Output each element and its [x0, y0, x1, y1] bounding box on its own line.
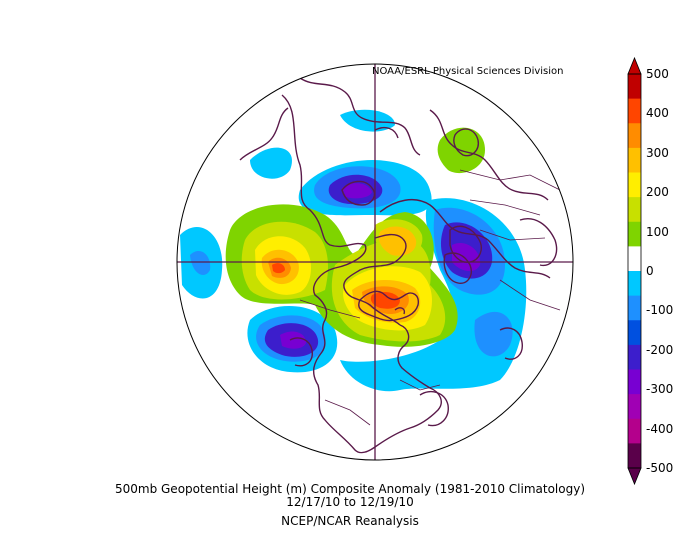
colorbar-swatch: [628, 344, 641, 370]
colorbar-swatch: [628, 394, 641, 420]
colorbar-tick-label: 0: [646, 264, 654, 278]
colorbar-swatch: [628, 295, 641, 321]
colorbar-swatch: [628, 123, 641, 149]
colorbar-swatch: [628, 418, 641, 444]
colorbar-tick-label: -300: [646, 382, 674, 397]
colorbar-tick-label: 200: [646, 185, 669, 200]
colorbar-frame: [627, 73, 642, 469]
colorbar-swatch: [628, 98, 641, 124]
credit-text: NOAA/ESRL Physical Sciences Division: [372, 66, 564, 77]
dataset-name: NCEP/NCAR Reanalysis: [281, 514, 419, 528]
colorbar-swatch: [628, 443, 641, 469]
colorbar-swatch: [628, 246, 641, 272]
colorbar-swatch: [628, 221, 641, 247]
colorbar-tick-label: 500: [646, 67, 669, 81]
colorbar-tick-label: 400: [646, 106, 669, 121]
colorbar-tick-label: 300: [646, 145, 669, 160]
negative-anomaly-strong: [264, 174, 493, 357]
anomaly-field: [180, 77, 561, 454]
map-title: 500mb Geopotential Height (m) Composite …: [114, 482, 585, 496]
date-range: 12/17/10 to 12/19/10: [286, 495, 414, 509]
colorbar-tick-label: -500: [646, 461, 674, 475]
colorbar-tick-label: 100: [646, 224, 669, 239]
colorbar-swatch: [628, 271, 641, 297]
map-boundary-circle: [176, 63, 574, 461]
political-borders: [299, 169, 561, 426]
colorbar-swatch: [628, 172, 641, 198]
colorbar-swatch: [628, 197, 641, 223]
coastlines: [239, 77, 558, 454]
positive-anomaly-strong: [261, 249, 421, 323]
colorbar: [627, 56, 642, 486]
colorbar-max-arrow: [627, 56, 642, 75]
colorbar-tick-label: -200: [646, 342, 674, 357]
colorbar-swatch: [628, 74, 641, 100]
colorbar-tick-label: -100: [646, 303, 674, 318]
colorbar-swatch: [628, 369, 641, 395]
colorbar-swatch: [628, 320, 641, 346]
colorbar-swatch: [628, 147, 641, 173]
colorbar-tick-label: -400: [646, 421, 674, 436]
